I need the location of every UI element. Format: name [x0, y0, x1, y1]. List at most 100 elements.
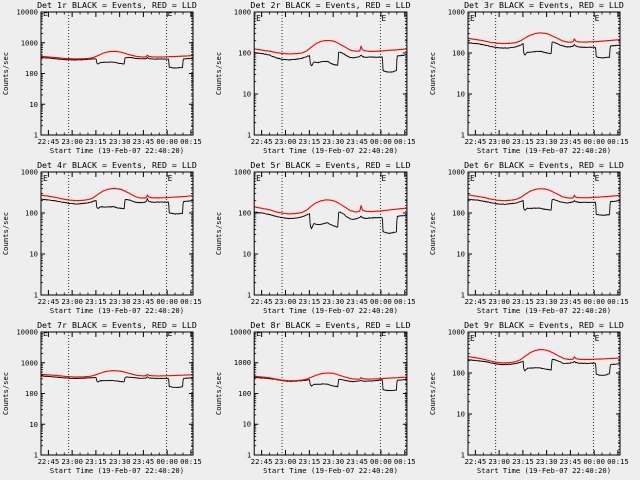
y-tick-label: 1000 — [448, 8, 465, 17]
chart-svg-det-5r: E E 22:45 23:00 23:15 23:30 23:45 00:00 00:15 1 10… — [214, 160, 416, 315]
y-tick-label: 100 — [25, 389, 38, 398]
y-tick-label: 1000 — [21, 168, 38, 177]
x-tick-label: 23:45 — [560, 457, 582, 466]
x-axis-label: Start Time (19-Feb-07 22:40:20) — [263, 466, 398, 475]
chart-title: Det 7r BLACK = Events, RED = LLD — [37, 320, 197, 330]
events-curve — [254, 51, 407, 73]
y-tick-label: 10 — [242, 90, 251, 99]
x-tick-label: 23:45 — [560, 297, 582, 306]
y-tick-label: 10000 — [16, 8, 38, 17]
x-tick-label: 23:15 — [85, 137, 107, 146]
plot-frame — [40, 331, 194, 456]
x-tick-label: 00:00 — [583, 297, 605, 306]
y-tick-label: 1 — [34, 131, 38, 140]
y-tick-label: 1 — [461, 451, 465, 460]
x-tick-label: 23:30 — [322, 297, 344, 306]
y-axis-label: Counts/sec — [214, 52, 223, 95]
y-axis-label: Counts/sec — [428, 372, 437, 415]
chart-svg-det-7r: E E 22:45 23:00 23:15 23:30 23:45 00:00 00:15 1 10… — [1, 320, 202, 475]
x-tick-label: 00:00 — [370, 137, 392, 146]
x-tick-label: 00:00 — [156, 137, 178, 146]
x-tick-label: 23:00 — [488, 297, 510, 306]
y-axis-label: Counts/sec — [1, 212, 10, 255]
x-tick-label: 23:15 — [298, 137, 320, 146]
eclipse-mark: E — [595, 334, 600, 343]
x-tick-label: 23:00 — [275, 297, 297, 306]
chart-title: Det 2r BLACK = Events, RED = LLD — [250, 0, 410, 10]
y-tick-label: 1000 — [448, 168, 465, 177]
x-tick-label: 23:00 — [488, 457, 510, 466]
chart-det-5r: E E 22:45 23:00 23:15 23:30 23:45 00:00 00:15 1 10… — [213, 160, 427, 320]
plot-frame — [467, 171, 621, 296]
x-tick-label: 23:30 — [109, 297, 131, 306]
eclipse-mark: E — [381, 14, 386, 23]
y-tick-label: 100 — [452, 369, 465, 378]
x-tick-label: 23:45 — [346, 137, 368, 146]
chart-title: Det 1r BLACK = Events, RED = LLD — [37, 0, 197, 10]
x-tick-label: 23:45 — [346, 297, 368, 306]
x-tick-label: 00:00 — [370, 297, 392, 306]
x-tick-label: 00:15 — [394, 137, 416, 146]
x-tick-label: 23:00 — [61, 457, 83, 466]
x-tick-label: 23:45 — [346, 457, 368, 466]
events-curve — [254, 211, 407, 234]
x-tick-label: 00:15 — [180, 297, 202, 306]
chart-title: Det 8r BLACK = Events, RED = LLD — [250, 320, 410, 330]
x-tick-label: 23:00 — [61, 137, 83, 146]
eclipse-mark: E — [43, 329, 48, 338]
chart-det-9r: E E 22:45 23:00 23:15 23:30 23:45 00:00 00:15 1 10… — [427, 320, 640, 480]
y-axis-label: Counts/sec — [428, 212, 437, 255]
y-tick-label: 100 — [238, 389, 251, 398]
x-tick-label: 23:30 — [322, 457, 344, 466]
y-axis-label: Counts/sec — [1, 372, 10, 415]
x-tick-label: 22:45 — [38, 137, 60, 146]
chart-det-1r: E E 22:45 23:00 23:15 23:30 23:45 00:00 00:15 1 10… — [0, 0, 213, 160]
y-tick-label: 100 — [238, 209, 251, 218]
x-tick-label: 23:30 — [536, 457, 558, 466]
x-tick-label: 00:00 — [583, 137, 605, 146]
x-tick-label: 22:45 — [38, 297, 60, 306]
x-tick-label: 23:45 — [560, 137, 582, 146]
chart-det-6r: E E 22:45 23:00 23:15 23:30 23:45 00:00 00:15 1 10… — [427, 160, 640, 320]
y-tick-label: 1 — [247, 291, 251, 300]
x-tick-label: 23:15 — [298, 297, 320, 306]
chart-det-7r: E E 22:45 23:00 23:15 23:30 23:45 00:00 00:15 1 10… — [0, 320, 213, 480]
x-tick-label: 22:45 — [251, 297, 273, 306]
y-tick-label: 10 — [456, 90, 465, 99]
x-tick-label: 00:00 — [370, 457, 392, 466]
events-curve — [41, 375, 193, 389]
y-tick-label: 1 — [247, 131, 251, 140]
x-tick-label: 00:00 — [583, 457, 605, 466]
x-tick-label: 22:45 — [465, 457, 487, 466]
eclipse-mark: E — [256, 14, 261, 23]
x-tick-label: 00:15 — [394, 297, 416, 306]
lld-curve — [254, 39, 407, 55]
x-axis-label: Start Time (19-Feb-07 22:40:20) — [50, 306, 184, 315]
plot-frame — [253, 171, 408, 296]
events-curve — [468, 358, 620, 376]
y-tick-label: 1000 — [234, 358, 251, 367]
y-tick-label: 100 — [25, 69, 38, 78]
x-axis-label: Start Time (19-Feb-07 22:40:20) — [263, 306, 398, 315]
eclipse-mark: E — [168, 9, 173, 18]
plot-frame — [40, 11, 194, 136]
chart-title: Det 5r BLACK = Events, RED = LLD — [250, 160, 410, 170]
y-tick-label: 1 — [461, 291, 465, 300]
y-tick-label: 1000 — [448, 328, 465, 337]
x-tick-label: 23:00 — [488, 137, 510, 146]
chart-svg-det-2r: E E 22:45 23:00 23:15 23:30 23:45 00:00 00:15 1 10… — [214, 0, 416, 155]
x-tick-label: 23:30 — [109, 137, 131, 146]
eclipse-mark: E — [595, 174, 600, 183]
x-axis-label: Start Time (19-Feb-07 22:40:20) — [477, 466, 611, 475]
x-tick-label: 00:15 — [180, 137, 202, 146]
lld-curve — [41, 187, 193, 202]
chart-det-2r: E E 22:45 23:00 23:15 23:30 23:45 00:00 00:15 1 10… — [213, 0, 427, 160]
y-tick-label: 1 — [247, 451, 251, 460]
x-tick-label: 23:45 — [133, 297, 155, 306]
chart-svg-det-6r: E E 22:45 23:00 23:15 23:30 23:45 00:00 00:15 1 10… — [428, 160, 629, 315]
y-tick-label: 10000 — [229, 328, 251, 337]
y-tick-label: 100 — [25, 209, 38, 218]
x-tick-label: 23:30 — [536, 137, 558, 146]
chart-det-3r: E E 22:45 23:00 23:15 23:30 23:45 00:00 00:15 1 10… — [427, 0, 640, 160]
y-tick-label: 100 — [452, 49, 465, 58]
